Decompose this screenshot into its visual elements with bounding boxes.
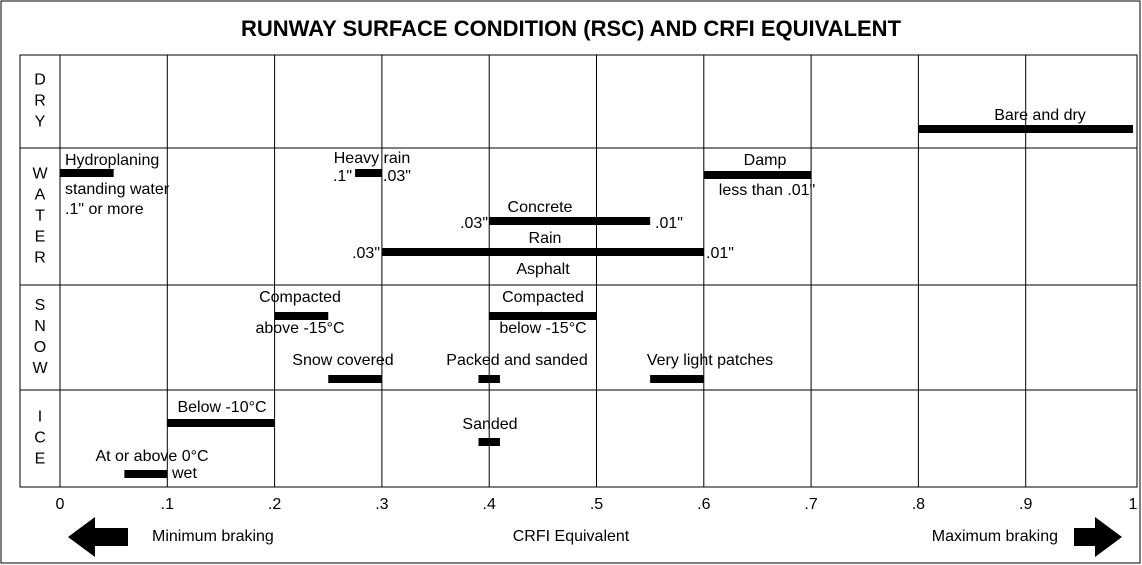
bar-label: Asphalt [516,261,570,278]
range-bar [489,217,651,225]
x-tick-label: .6 [697,496,710,513]
bar-label: .01" [706,245,734,262]
bar-label: Snow covered [292,352,393,369]
bar-label: wet [171,465,197,482]
bar-label: .01" [655,215,683,232]
range-bar [918,125,1133,133]
bar-label: standing water [65,181,170,198]
bar-label: Below -10°C [177,399,266,416]
bar-label: below -15°C [499,320,586,337]
bar-label: .03" [383,168,411,185]
x-tick-label: .1 [161,496,174,513]
bar-label: At or above 0°C [95,448,208,465]
range-bar [478,375,500,383]
range-bar [650,375,704,383]
range-bar [489,312,597,320]
bar-label: Heavy rain [334,150,410,167]
range-bar [124,470,168,478]
x-tick-label: .3 [375,496,388,513]
range-bar [60,169,114,177]
range-bar [274,312,329,320]
bar-label: less than .01" [719,182,815,199]
bar-label: Very light patches [647,352,773,369]
range-bar [355,169,382,177]
x-tick-label: 1 [1129,496,1138,513]
bar-label: Compacted [502,289,584,306]
bar-label: Packed and sanded [446,352,587,369]
plot-frame [19,54,1138,488]
bar-label: above -15°C [255,320,344,337]
bar-label: .03" [352,245,380,262]
x-tick-label: .8 [912,496,925,513]
x-axis-label: CRFI Equivalent [513,528,630,545]
bar-label: Bare and dry [994,107,1086,124]
range-bar [381,248,704,256]
bar-label: .03" [460,215,488,232]
range-bar [703,171,812,179]
bar-label: Compacted [259,289,341,306]
right-arrow [1074,517,1122,557]
bar-label: Sanded [462,416,517,433]
range-bar [478,438,500,446]
max-label: Maximum braking [932,528,1058,545]
bar-label: .1" or more [65,201,144,218]
x-tick-label: .9 [1019,496,1032,513]
min-label: Minimum braking [152,528,274,545]
chart-title: RUNWAY SURFACE CONDITION (RSC) AND CRFI … [241,16,902,41]
bar-label: Damp [744,152,787,169]
bar-label: Concrete [508,199,573,216]
x-tick-label: .5 [590,496,603,513]
range-bar [328,375,382,383]
bar-label: Hydroplaning [65,152,159,169]
x-tick-label: .2 [268,496,281,513]
bar-label: .1" [333,168,352,185]
left-arrow [68,517,128,557]
x-tick-label: 0 [56,496,65,513]
bar-label: Rain [529,230,562,247]
range-bar [167,419,275,427]
x-tick-label: .4 [483,496,496,513]
x-tick-label: .7 [804,496,817,513]
